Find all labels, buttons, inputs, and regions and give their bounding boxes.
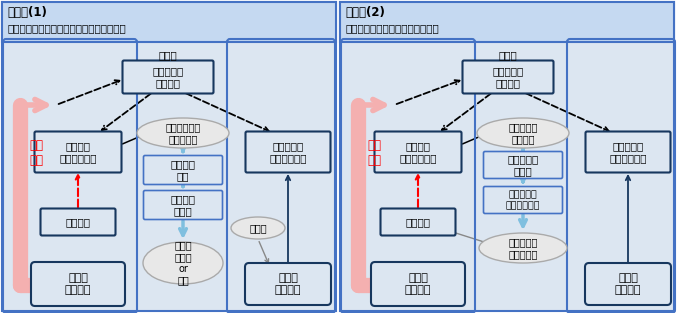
Text: 現地企業: 現地企業 xyxy=(405,217,430,227)
Ellipse shape xyxy=(231,217,285,239)
Text: ケース(1): ケース(1) xyxy=(7,6,47,18)
Text: 合弁企業の
設立を拒否: 合弁企業の 設立を拒否 xyxy=(509,237,538,259)
FancyBboxPatch shape xyxy=(483,187,562,213)
FancyBboxPatch shape xyxy=(381,208,456,235)
Text: 域外国: 域外国 xyxy=(158,50,177,60)
Text: 出資
規制: 出資 規制 xyxy=(29,139,43,167)
Text: 補助金: 補助金 xyxy=(249,223,267,233)
Text: 出資
規制: 出資 規制 xyxy=(367,139,381,167)
FancyBboxPatch shape xyxy=(122,60,214,94)
Text: 多国籍企業
（生産拠点）: 多国籍企業 （生産拠点） xyxy=(269,141,307,163)
Text: ケース(2): ケース(2) xyxy=(345,6,385,18)
FancyBboxPatch shape xyxy=(340,2,674,311)
Bar xyxy=(340,2,674,42)
Text: 合弁企業
（生産拠点）: 合弁企業 （生産拠点） xyxy=(399,141,437,163)
Text: 現地企業: 現地企業 xyxy=(65,217,90,227)
Text: 多国籍企業
（本社）: 多国籍企業 （本社） xyxy=(492,66,524,88)
FancyBboxPatch shape xyxy=(245,263,331,305)
Text: 市場の
大きい国: 市場の 大きい国 xyxy=(65,273,91,295)
FancyBboxPatch shape xyxy=(245,131,330,172)
Text: 合弁企業
（生産拠点）: 合弁企業 （生産拠点） xyxy=(59,141,97,163)
FancyBboxPatch shape xyxy=(143,156,222,184)
FancyBboxPatch shape xyxy=(375,131,462,172)
FancyBboxPatch shape xyxy=(35,131,122,172)
Text: 供給量制限で
利潤最大化: 供給量制限で 利潤最大化 xyxy=(165,122,201,144)
FancyBboxPatch shape xyxy=(143,191,222,219)
Text: 多国籍企業
（本社）: 多国籍企業 （本社） xyxy=(152,66,184,88)
Text: 現地企業が合弁企業の設立を拒否: 現地企業が合弁企業の設立を拒否 xyxy=(345,23,439,33)
Bar xyxy=(2,2,336,42)
FancyBboxPatch shape xyxy=(41,208,116,235)
FancyBboxPatch shape xyxy=(371,262,465,306)
FancyBboxPatch shape xyxy=(585,131,670,172)
FancyBboxPatch shape xyxy=(2,2,336,311)
Text: 市場競争鈍化による財政政策を通じた影響: 市場競争鈍化による財政政策を通じた影響 xyxy=(7,23,126,33)
Ellipse shape xyxy=(479,233,567,263)
Ellipse shape xyxy=(143,242,223,284)
Text: 少ない
補助金
or
税金: 少ない 補助金 or 税金 xyxy=(174,241,192,285)
Text: 域外国: 域外国 xyxy=(498,50,517,60)
Ellipse shape xyxy=(477,118,569,148)
FancyBboxPatch shape xyxy=(31,262,125,306)
Text: 市場の
小さい国: 市場の 小さい国 xyxy=(275,273,301,295)
FancyBboxPatch shape xyxy=(585,263,671,305)
Text: 現地企業の
利益配分減少: 現地企業の 利益配分減少 xyxy=(506,190,540,210)
Text: 出資比率で
利益分配: 出資比率で 利益分配 xyxy=(509,122,538,144)
Text: 市場の
大きい国: 市場の 大きい国 xyxy=(405,273,431,295)
Ellipse shape xyxy=(137,118,229,148)
Text: 多国籍企業
（生産拠点）: 多国籍企業 （生産拠点） xyxy=(609,141,647,163)
Text: 市場の
小さい国: 市場の 小さい国 xyxy=(615,273,641,295)
Text: 出資規制が
厳しい: 出資規制が 厳しい xyxy=(507,154,539,176)
FancyBboxPatch shape xyxy=(462,60,554,94)
FancyBboxPatch shape xyxy=(483,151,562,178)
Text: 企業誘致
を鑑踏: 企業誘致 を鑑踏 xyxy=(171,194,196,216)
Text: 消費者の
損失: 消費者の 損失 xyxy=(171,159,196,181)
